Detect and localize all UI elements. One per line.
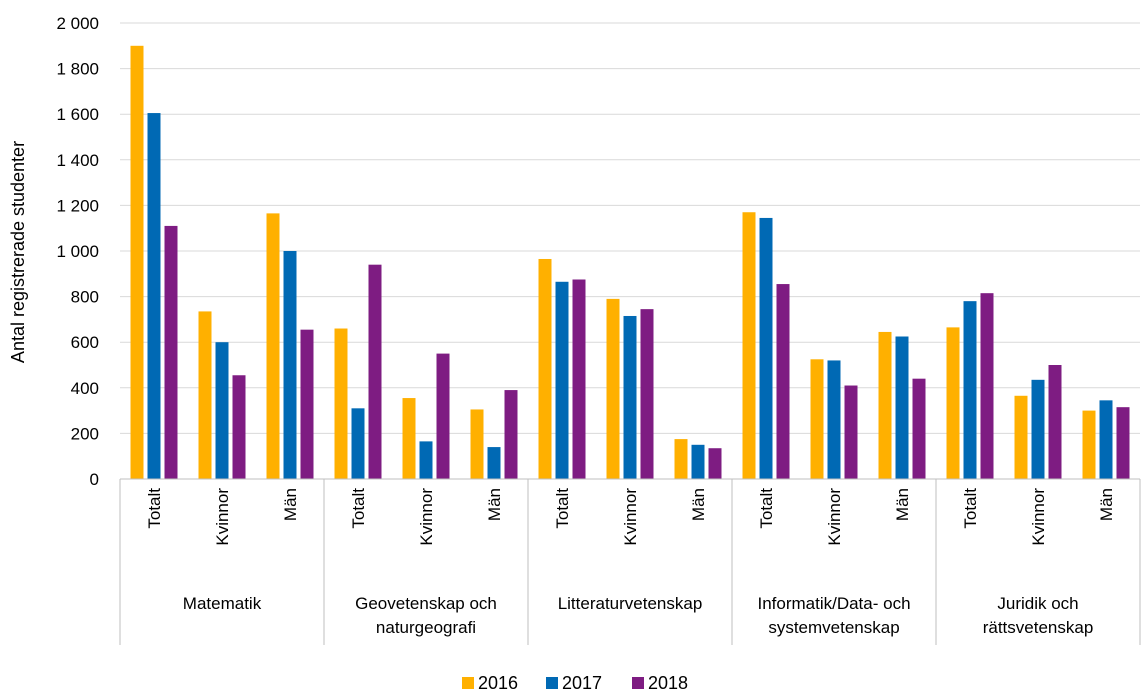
bar-2017	[215, 342, 229, 479]
bar-2017	[1099, 400, 1113, 479]
bar-2016	[878, 331, 892, 479]
bar-2016	[198, 311, 212, 479]
bar-2016	[334, 328, 348, 479]
x-subcategory-label: Män	[281, 488, 300, 521]
x-subcategory-label: Kvinnor	[825, 488, 844, 546]
y-tick-label: 800	[71, 288, 99, 307]
y-tick-label: 1 200	[56, 196, 99, 215]
bar-2017	[759, 217, 773, 479]
bars	[130, 45, 1130, 480]
legend-swatch-2016	[462, 677, 474, 689]
y-tick-label: 1 800	[56, 60, 99, 79]
x-subcategory-label: Män	[893, 488, 912, 521]
bar-2016	[266, 213, 280, 479]
legend-swatch-2018	[632, 677, 644, 689]
x-subcategory-label: Totalt	[349, 488, 368, 529]
bar-2017	[895, 336, 909, 479]
bar-2018	[300, 329, 314, 479]
bar-2018	[164, 225, 178, 479]
bar-2016	[1014, 395, 1028, 479]
bar-2018	[504, 390, 518, 479]
x-subcategory-label: Kvinnor	[621, 488, 640, 546]
x-subcategory-label: Kvinnor	[417, 488, 436, 546]
bar-2018	[912, 378, 926, 479]
x-group-label: Matematik	[183, 594, 262, 613]
x-subcategory-label: Totalt	[553, 488, 572, 529]
y-axis-tick-labels: 0 200 400 600 800 1 000 1 200 1 400 1 600 1 800 2 …	[56, 14, 99, 489]
bar-2016	[402, 398, 416, 479]
y-tick-label: 1 000	[56, 242, 99, 261]
bar-2017	[487, 447, 501, 479]
bar-2018	[640, 309, 654, 479]
y-tick-label: 200	[71, 424, 99, 443]
legend-swatch-2017	[546, 677, 558, 689]
bar-2017	[147, 113, 161, 479]
bar-2018	[1048, 365, 1062, 479]
y-tick-label: 400	[71, 379, 99, 398]
legend: 2016 2017 2018	[462, 673, 688, 691]
y-tick-label: 1 400	[56, 151, 99, 170]
x-group-label: Juridik och rättsvetenskap	[983, 594, 1094, 637]
x-subcategory-label: Kvinnor	[213, 488, 232, 546]
y-tick-label: 0	[90, 470, 99, 489]
bar-2018	[776, 284, 790, 479]
legend-label: 2018	[648, 673, 688, 691]
bar-2018	[844, 385, 858, 479]
bar-2016	[130, 45, 144, 480]
bar-2016	[946, 327, 960, 479]
bar-2017	[691, 444, 705, 479]
x-subcategory-label: Kvinnor	[1029, 488, 1048, 546]
bar-2017	[555, 281, 569, 479]
y-tick-label: 1 600	[56, 105, 99, 124]
bar-2018	[436, 353, 450, 479]
bar-2017	[419, 441, 433, 479]
legend-label: 2016	[478, 673, 518, 691]
x-group-label: Geovetenskap och naturgeografi	[355, 594, 497, 637]
bar-2017	[1031, 379, 1045, 479]
bar-2018	[368, 264, 382, 479]
bar-2017	[827, 360, 841, 479]
bar-2016	[742, 212, 756, 480]
bar-2018	[232, 375, 246, 479]
bar-2017	[623, 315, 637, 479]
bar-2016	[1082, 410, 1096, 479]
bar-2016	[538, 258, 552, 479]
bar-2016	[470, 409, 484, 479]
bar-2017	[283, 251, 297, 479]
x-group-label: Informatik/Data- och systemvetenskap	[757, 594, 910, 637]
y-axis-title: Antal registrerade studenter	[8, 141, 28, 363]
bar-2018	[708, 448, 722, 479]
bar-2016	[810, 359, 824, 479]
x-subcategory-label: Män	[1097, 488, 1116, 521]
bar-2016	[674, 439, 688, 479]
bar-2017	[963, 301, 977, 479]
x-subcategory-label: Män	[689, 488, 708, 521]
legend-label: 2017	[562, 673, 602, 691]
bar-2017	[351, 408, 365, 479]
y-tick-label: 2 000	[56, 14, 99, 33]
x-axis: Totalt Kvinnor Män Totalt Kvinnor Män Totalt Kv…	[119, 478, 1141, 645]
bar-2018	[1116, 407, 1130, 479]
x-subcategory-label: Totalt	[757, 488, 776, 529]
x-subcategory-label: Totalt	[145, 488, 164, 529]
y-tick-label: 600	[71, 333, 99, 352]
x-subcategory-label: Män	[485, 488, 504, 521]
bar-2018	[572, 279, 586, 479]
bar-2016	[606, 298, 620, 479]
x-group-label: Litteraturvetenskap	[558, 594, 703, 613]
x-subcategory-label: Totalt	[961, 488, 980, 529]
bar-2018	[980, 293, 994, 479]
